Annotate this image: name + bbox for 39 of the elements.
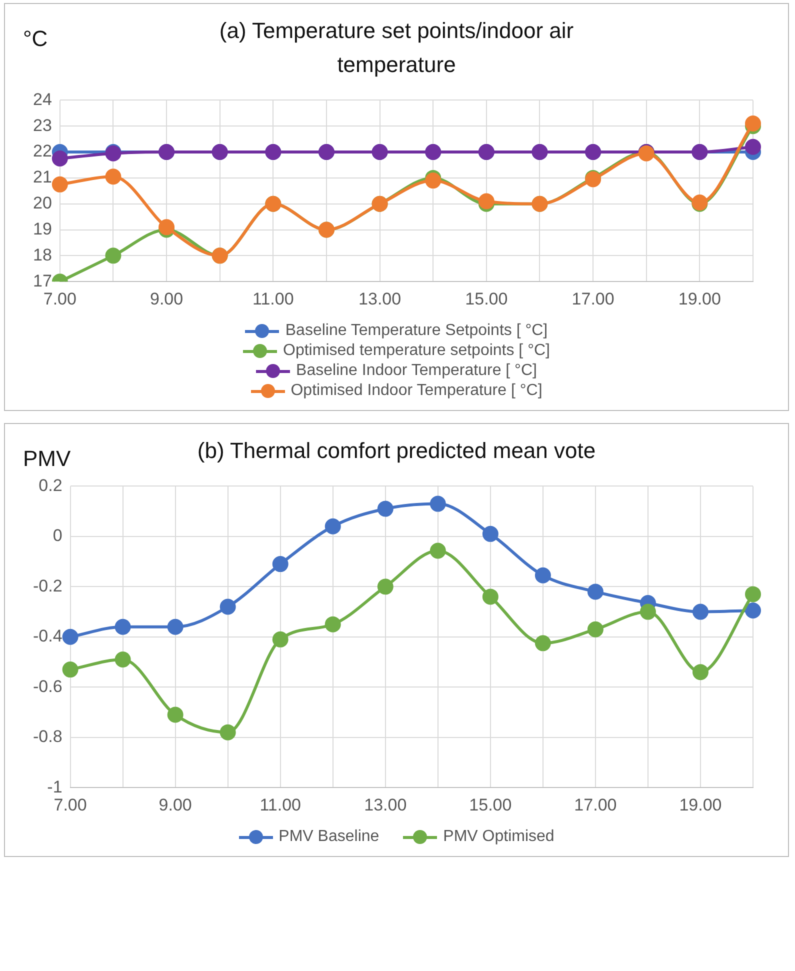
y-tick-label: 19 [32, 219, 52, 238]
x-tick-label: 11.00 [260, 795, 301, 814]
y-tick-label: 0.2 [38, 476, 62, 495]
y-tick-label: -0.4 [32, 626, 62, 646]
y-tick-label: 0 [52, 526, 62, 546]
y-tick-label: 22 [32, 142, 52, 161]
y-tick-label: 24 [32, 90, 52, 109]
y-tick-label: -1 [47, 777, 62, 796]
x-tick-label: 19.00 [679, 795, 722, 814]
x-tick-label: 13.00 [364, 795, 407, 814]
y-tick-label: -0.8 [32, 727, 62, 746]
y-tick-label: -0.2 [32, 576, 62, 596]
x-tick-label: 9.00 [150, 289, 184, 308]
chart-title: (a) Temperature set points/indoor air temperature [218, 17, 575, 79]
x-tick-label: 17.00 [574, 795, 617, 814]
x-tick-label: 15.00 [469, 795, 512, 814]
legend-label: PMV Baseline [278, 828, 380, 846]
chart-title: (b) Thermal comfort predicted mean vote [196, 437, 597, 465]
y-axis-title: °C [23, 26, 48, 52]
x-tick-label: 7.00 [43, 289, 76, 308]
legend-label: Optimised temperature setpoints [ °C] [283, 342, 550, 360]
x-tick-label: 17.00 [572, 289, 614, 308]
y-tick-label: 20 [32, 194, 52, 213]
legend-label: PMV Optimised [443, 828, 554, 846]
x-tick-label: 15.00 [465, 289, 508, 308]
legend-label: Baseline Indoor Temperature [ °C] [296, 362, 537, 380]
y-tick-label: -0.6 [32, 676, 62, 696]
x-tick-label: 19.00 [678, 289, 721, 308]
legend-label: Baseline Temperature Setpoints [ °C] [285, 322, 548, 340]
y-tick-label: 21 [32, 168, 52, 187]
y-tick-label: 23 [32, 116, 52, 135]
x-tick-label: 11.00 [252, 289, 294, 308]
y-tick-label: 17 [32, 271, 52, 290]
y-axis-title: PMV [23, 446, 71, 472]
x-tick-label: 13.00 [358, 289, 402, 308]
x-tick-label: 9.00 [158, 795, 192, 814]
y-tick-label: 18 [32, 245, 52, 264]
x-tick-label: 7.00 [54, 795, 87, 814]
legend-label: Optimised Indoor Temperature [ °C] [290, 382, 542, 400]
